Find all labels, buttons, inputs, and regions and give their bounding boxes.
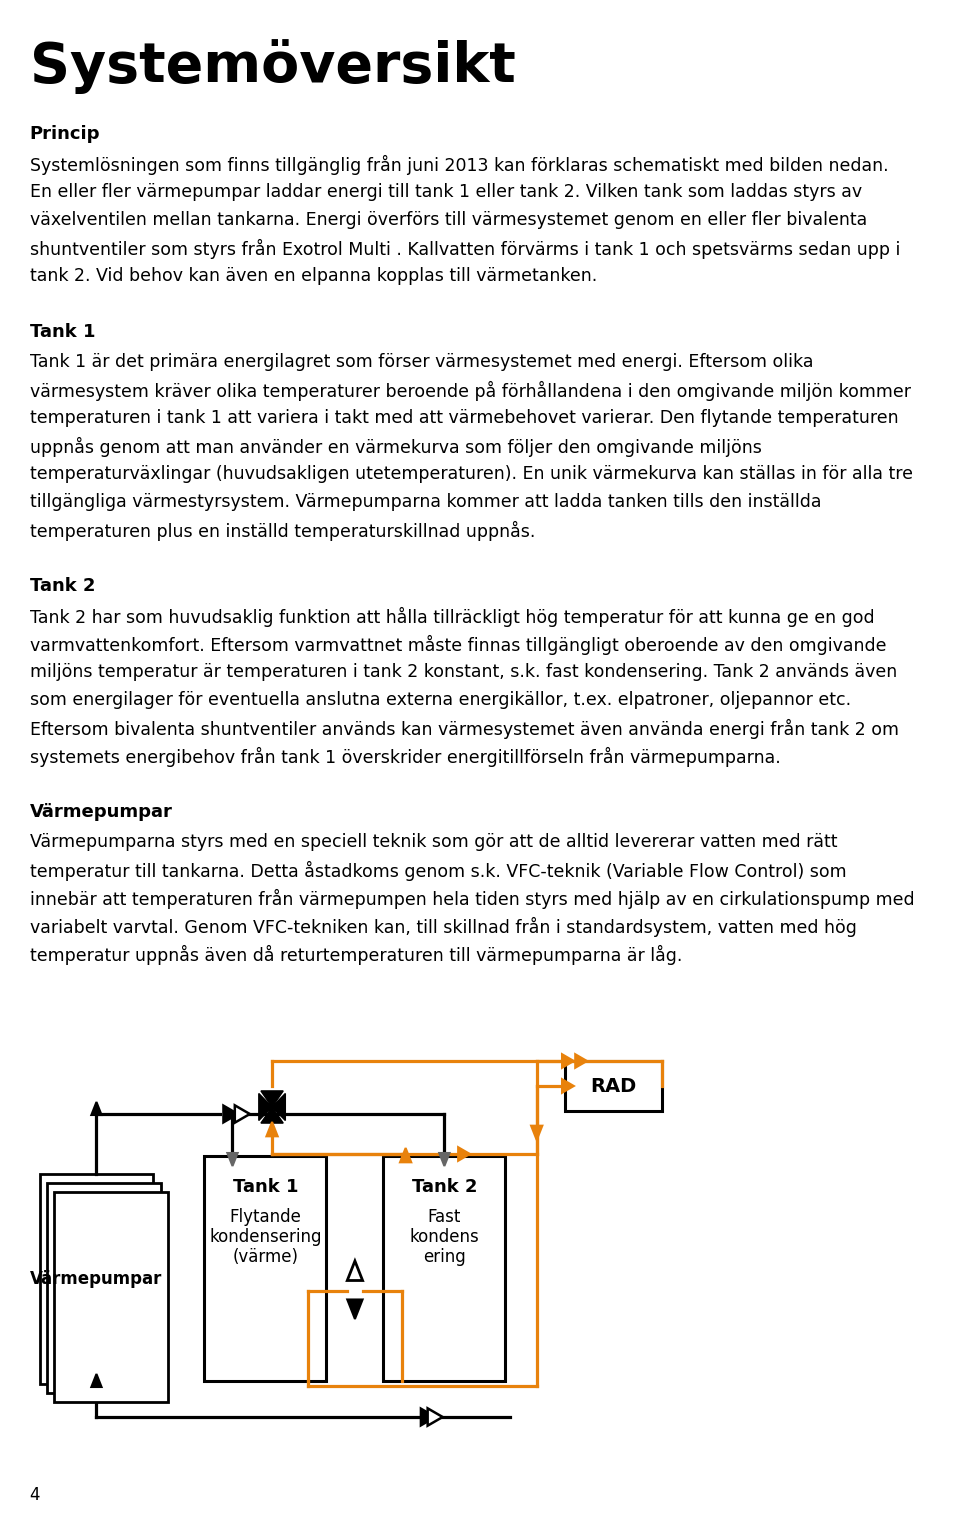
Text: (värme): (värme) — [232, 1248, 299, 1266]
Polygon shape — [562, 1079, 574, 1093]
Polygon shape — [261, 1090, 283, 1107]
Text: shuntventiler som styrs från Exotrol Multi . Kallvatten förvärms i tank 1 och sp: shuntventiler som styrs från Exotrol Mul… — [30, 239, 900, 258]
Polygon shape — [267, 1122, 277, 1136]
Text: temperaturen i tank 1 att variera i takt med att värmebehovet varierar. Den flyt: temperaturen i tank 1 att variera i takt… — [30, 408, 899, 427]
Text: värmesystem kräver olika temperaturer beroende på förhållandena i den omgivande : värmesystem kräver olika temperaturer be… — [30, 381, 911, 401]
Text: temperaturväxlingar (huvudsakligen utetemperaturen). En unik värmekurva kan stäl: temperaturväxlingar (huvudsakligen utete… — [30, 465, 913, 483]
Polygon shape — [458, 1147, 470, 1161]
Polygon shape — [400, 1148, 411, 1162]
Text: Värmepumpar: Värmepumpar — [31, 1271, 162, 1287]
Text: Fast: Fast — [428, 1208, 461, 1226]
Text: 4: 4 — [30, 1486, 40, 1505]
Polygon shape — [228, 1153, 238, 1167]
Text: Flytande: Flytande — [229, 1208, 301, 1226]
Bar — [39, 1174, 154, 1384]
Text: Tank 1: Tank 1 — [30, 323, 95, 341]
Text: Värmepumpar: Värmepumpar — [30, 803, 173, 821]
Text: tank 2. Vid behov kan även en elpanna kopplas till värmetanken.: tank 2. Vid behov kan även en elpanna ko… — [30, 268, 597, 284]
Text: En eller fler värmepumpar laddar energi till tank 1 eller tank 2. Vilken tank so: En eller fler värmepumpar laddar energi … — [30, 183, 862, 200]
Polygon shape — [261, 1107, 283, 1124]
Polygon shape — [91, 1375, 102, 1387]
Polygon shape — [420, 1408, 436, 1425]
Bar — [55, 1193, 168, 1402]
Text: Tank 1 är det primära energilagret som förser värmesystemet med energi. Eftersom: Tank 1 är det primära energilagret som f… — [30, 353, 813, 372]
Text: tillgängliga värmestyrsystem. Värmepumparna kommer att ladda tanken tills den in: tillgängliga värmestyrsystem. Värmepumpa… — [30, 492, 821, 511]
Text: innebär att temperaturen från värmepumpen hela tiden styrs med hjälp av en cirku: innebär att temperaturen från värmepumpe… — [30, 888, 914, 910]
Text: kondensering: kondensering — [209, 1228, 322, 1246]
Text: varmvattenkomfort. Eftersom varmvattnet måste finnas tillgängligt oberoende av d: varmvattenkomfort. Eftersom varmvattnet … — [30, 635, 886, 654]
Bar — [204, 1156, 326, 1381]
Text: Systemlösningen som finns tillgänglig från juni 2013 kan förklaras schematiskt m: Systemlösningen som finns tillgänglig fr… — [30, 154, 888, 176]
Text: Eftersom bivalenta shuntventiler används kan värmesystemet även använda energi f: Eftersom bivalenta shuntventiler används… — [30, 719, 899, 739]
Text: systemets energibehov från tank 1 överskrider energitillförseln från värmepumpar: systemets energibehov från tank 1 översk… — [30, 748, 780, 768]
Polygon shape — [440, 1153, 449, 1167]
Text: Tank 2 har som huvudsaklig funktion att hålla tillräckligt hög temperatur för at: Tank 2 har som huvudsaklig funktion att … — [30, 607, 875, 627]
Polygon shape — [348, 1300, 363, 1320]
Text: ering: ering — [423, 1248, 466, 1266]
Bar — [383, 1156, 505, 1381]
Text: Tank 1: Tank 1 — [232, 1177, 299, 1196]
Polygon shape — [259, 1093, 272, 1121]
Bar — [564, 1061, 662, 1112]
Text: Systemöversikt: Systemöversikt — [30, 40, 516, 93]
Text: Tank 2: Tank 2 — [412, 1177, 477, 1196]
Text: variabelt varvtal. Genom VFC-tekniken kan, till skillnad från i standardsystem, : variabelt varvtal. Genom VFC-tekniken ka… — [30, 917, 856, 937]
Text: miljöns temperatur är temperaturen i tank 2 konstant, s.k. fast kondensering. Ta: miljöns temperatur är temperaturen i tan… — [30, 664, 897, 680]
Bar — [47, 1183, 160, 1393]
Polygon shape — [348, 1261, 363, 1280]
Polygon shape — [235, 1105, 250, 1122]
Polygon shape — [272, 1093, 285, 1121]
Text: temperatur till tankarna. Detta åstadkoms genom s.k. VFC-teknik (Variable Flow C: temperatur till tankarna. Detta åstadkom… — [30, 861, 847, 881]
Text: Värmepumparna styrs med en speciell teknik som gör att de alltid levererar vatte: Värmepumparna styrs med en speciell tekn… — [30, 833, 837, 852]
Text: temperaturen plus en inställd temperaturskillnad uppnås.: temperaturen plus en inställd temperatur… — [30, 521, 535, 541]
Polygon shape — [531, 1125, 542, 1141]
Text: växelventilen mellan tankarna. Energi överförs till värmesystemet genom en eller: växelventilen mellan tankarna. Energi öv… — [30, 211, 867, 229]
Polygon shape — [427, 1408, 443, 1425]
Text: Princip: Princip — [30, 125, 100, 144]
Text: temperatur uppnås även då returtemperaturen till värmepumparna är låg.: temperatur uppnås även då returtemperatu… — [30, 945, 682, 965]
Polygon shape — [562, 1053, 574, 1067]
Text: RAD: RAD — [590, 1076, 636, 1095]
Polygon shape — [224, 1105, 238, 1122]
Text: som energilager för eventuella anslutna externa energikällor, t.ex. elpatroner, : som energilager för eventuella anslutna … — [30, 691, 851, 709]
Polygon shape — [91, 1102, 102, 1115]
Text: kondens: kondens — [410, 1228, 479, 1246]
Text: Tank 2: Tank 2 — [30, 576, 95, 595]
Polygon shape — [575, 1053, 587, 1067]
Text: uppnås genom att man använder en värmekurva som följer den omgivande miljöns: uppnås genom att man använder en värmeku… — [30, 437, 761, 457]
